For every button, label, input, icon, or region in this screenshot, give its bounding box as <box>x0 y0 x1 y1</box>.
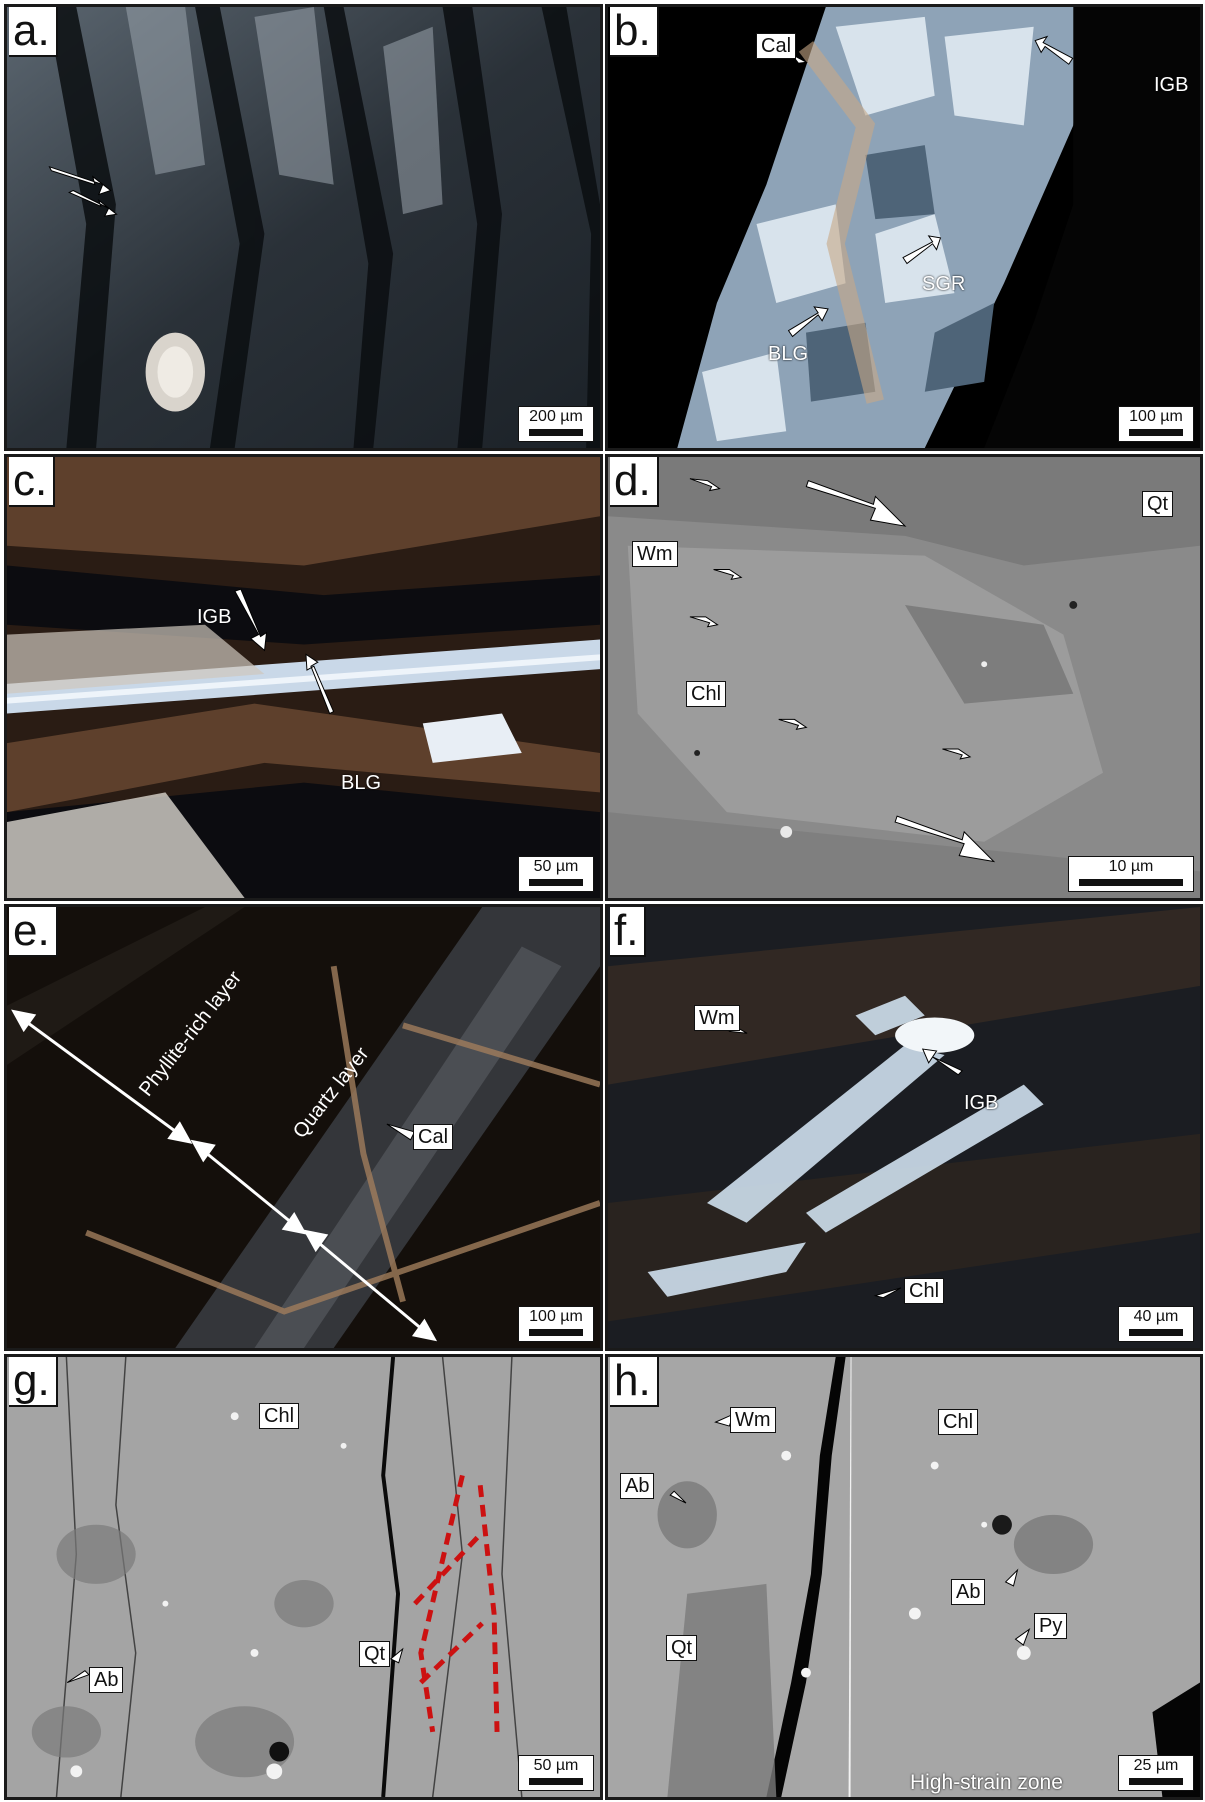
panel-letter: d. <box>610 457 659 507</box>
mineral-label-chl: Chl <box>686 681 727 707</box>
mineral-label-chl: Chl <box>259 1403 300 1429</box>
panel-letter: h. <box>610 1357 659 1407</box>
scale-label: 25 µm <box>1133 1757 1179 1774</box>
scale-bar-line <box>529 1778 583 1785</box>
scale-bar: 100 µm <box>518 1306 594 1342</box>
label-igb: IGB <box>197 606 232 628</box>
mineral-label-ab: Ab <box>620 1473 655 1499</box>
scale-bar: 10 µm <box>1068 856 1194 892</box>
panel-letter: g. <box>9 1357 58 1407</box>
sem-image-h <box>608 1357 1200 1797</box>
scale-label: 10 µm <box>1108 858 1154 875</box>
mineral-label-chl: Chl <box>938 1409 979 1435</box>
panel-b: b. Cal IGB SGR BLG 100 µm <box>605 4 1203 451</box>
panel-letter: a. <box>9 7 58 57</box>
mineral-label-qt: Qt <box>359 1641 391 1667</box>
mineral-label-wm: Wm <box>632 541 678 567</box>
sem-image-g <box>7 1357 600 1797</box>
scale-label: 50 µm <box>533 1757 579 1774</box>
scale-bar: 50 µm <box>518 1755 594 1791</box>
scale-bar: 50 µm <box>518 856 594 892</box>
micrograph-f <box>608 907 1200 1348</box>
panel-letter: b. <box>610 7 659 57</box>
mineral-label-ab: Ab <box>89 1667 124 1693</box>
scale-label: 200 µm <box>529 408 583 425</box>
scale-bar-line <box>1079 879 1183 886</box>
panel-a: a. 200 µm <box>4 4 603 451</box>
micrograph-c <box>7 457 600 898</box>
panel-d: d. Qt Wm Chl 10 µm <box>605 454 1203 901</box>
scale-bar-line <box>529 429 583 436</box>
mineral-label-qt: Qt <box>1142 491 1174 517</box>
scale-bar-line <box>529 1329 583 1336</box>
scale-label: 100 µm <box>1129 408 1183 425</box>
scale-label: 40 µm <box>1133 1308 1179 1325</box>
micrograph-b <box>608 7 1200 448</box>
mineral-label-qt: Qt <box>666 1635 698 1661</box>
scale-bar-line <box>529 879 583 886</box>
scale-bar: 40 µm <box>1118 1306 1194 1342</box>
scale-bar: 100 µm <box>1118 406 1194 442</box>
high-strain-zone-label: High-strain zone <box>910 1771 1063 1794</box>
panel-e: e. Phyllite-rich layer Quartz layer Cal … <box>4 904 603 1351</box>
label-blg: BLG <box>768 343 809 365</box>
panel-c: c. IGB BLG 50 µm <box>4 454 603 901</box>
panel-letter: f. <box>610 907 647 957</box>
sem-image-d <box>608 457 1200 898</box>
scale-bar: 25 µm <box>1118 1755 1194 1791</box>
label-sgr: SGR <box>922 273 966 295</box>
label-blg: BLG <box>341 772 382 794</box>
label-igb: IGB <box>964 1092 999 1114</box>
mineral-label-chl: Chl <box>904 1278 945 1304</box>
panel-g: g. Chl Qt Ab 50 µm <box>4 1354 603 1800</box>
micrograph-a <box>7 7 600 448</box>
scale-bar-line <box>1129 1778 1183 1785</box>
mineral-label-wm: Wm <box>694 1005 740 1031</box>
panel-letter: c. <box>9 457 56 507</box>
scale-label: 100 µm <box>529 1308 583 1325</box>
scale-bar: 200 µm <box>518 406 594 442</box>
panel-letter: e. <box>9 907 58 957</box>
label-igb: IGB <box>1154 74 1189 96</box>
panel-h: h. Wm Chl Ab Ab Qt Py High-strain zone 2… <box>605 1354 1203 1800</box>
scale-label: 50 µm <box>533 858 579 875</box>
mineral-label-ab: Ab <box>951 1579 986 1605</box>
mineral-label-cal: Cal <box>756 33 797 59</box>
scale-bar-line <box>1129 429 1183 436</box>
mineral-label-cal: Cal <box>413 1124 454 1150</box>
mineral-label-py: Py <box>1034 1613 1068 1639</box>
scale-bar-line <box>1129 1329 1183 1336</box>
mineral-label-wm: Wm <box>730 1407 776 1433</box>
panel-f: f. Wm IGB Chl 40 µm <box>605 904 1203 1351</box>
